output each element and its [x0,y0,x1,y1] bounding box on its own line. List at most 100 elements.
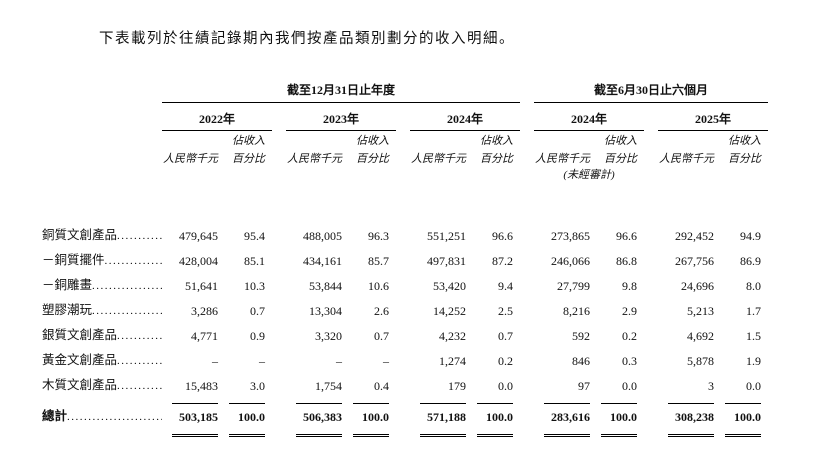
value-cell: 497,831 [427,254,466,268]
value-cell: 24,696 [681,279,714,293]
value-cell: 1.5 [746,329,761,343]
total-value-cell: 100.0 [610,410,637,424]
subheader-pct-line1: 佔收入 [604,135,637,147]
row-label: 木質文創產品..................................… [42,373,162,399]
leader-dots: ........................................… [92,280,162,292]
total-value-cell: 100.0 [238,410,265,424]
double-rule-row [42,432,768,437]
subheader-amount: 人民幣千元 [411,153,466,165]
year-header-2025: 2025年 [658,103,768,131]
subheader-pct-line1: 佔收入 [480,135,513,147]
value-cell: 4,692 [687,329,714,343]
header-body-spacer [42,184,768,224]
value-cell: 0.2 [622,329,637,343]
total-value-cell: 283,616 [551,410,590,424]
value-cell: 85.7 [368,254,389,268]
value-cell: 179 [448,379,466,393]
value-cell: 273,865 [551,229,590,243]
single-rule [658,403,720,404]
row-label: 銀質文創產品..................................… [42,323,162,349]
value-cell: 8,216 [563,304,590,318]
subheader-row-2: 人民幣千元 百分比 人民幣千元 百分比 人民幣千元 百分比 人民幣千元 百分比 … [42,152,768,167]
value-cell: 13,304 [309,304,342,318]
intro-text: 下表載列於往績記錄期內我們按產品類別劃分的收入明細。 [99,31,515,47]
value-cell: 5,213 [687,304,714,318]
leader-dots: ........................................… [104,255,162,267]
leader-dots: ........................................… [92,305,162,317]
value-cell: 10.3 [244,279,265,293]
total-label-text: 總計 [42,409,68,423]
value-cell: 428,004 [179,254,218,268]
single-rule [596,403,644,404]
value-cell: – [212,354,218,368]
subheader-amount: 人民幣千元 [163,153,218,165]
value-cell: 0.0 [746,379,761,393]
leader-dots: ........................................… [117,330,162,342]
leader-dots: ........................................… [117,380,162,392]
subheader-pct-line2: 百分比 [232,153,265,165]
row-label: 總計......................................… [42,403,162,430]
value-cell: 96.6 [492,229,513,243]
table-row-copper-ornaments: －銅質擺件...................................… [42,249,768,274]
total-value-cell: 100.0 [362,410,389,424]
year-header-2024-interim: 2024年 [534,103,644,131]
total-value-cell: 506,383 [303,410,342,424]
double-rule [410,433,472,437]
total-value-cell: 503,185 [179,410,218,424]
value-cell: 0.7 [374,329,389,343]
row-label-text: 銀質文創產品 [42,328,118,342]
row-label-text: －銅雕畫 [42,278,93,292]
value-cell: 0.7 [250,304,265,318]
single-rule [472,403,520,404]
value-cell: 246,066 [551,254,590,268]
table-row-gold-products: 黃金文創產品..................................… [42,349,768,374]
value-cell: 0.9 [250,329,265,343]
value-cell: 96.3 [368,229,389,243]
single-rule [286,403,348,404]
page: 下表載列於往績記錄期內我們按產品類別劃分的收入明細。 截至12月31日止年度 截… [42,31,768,437]
value-cell: 97 [578,379,590,393]
value-cell: 267,756 [675,254,714,268]
value-cell: 488,005 [303,229,342,243]
double-rule [348,433,396,437]
row-label-text: 木質文創產品 [42,378,118,392]
subheader-pct-line1: 佔收入 [356,135,389,147]
value-cell: 0.3 [622,354,637,368]
subheader-amount: 人民幣千元 [535,153,590,165]
single-rule [720,403,768,404]
value-cell: 2.9 [622,304,637,318]
value-cell: 846 [572,354,590,368]
value-cell: – [336,354,342,368]
row-label: 銅質文創產品..................................… [42,223,162,249]
value-cell: 0.0 [498,379,513,393]
revenue-table: 截至12月31日止年度 截至6月30日止六個月 2022年 2023年 2024… [42,81,768,437]
value-cell: 95.4 [244,229,265,243]
value-cell: 51,641 [185,279,218,293]
subheader-pct-line2: 百分比 [356,153,389,165]
total-value-cell: 308,238 [675,410,714,424]
value-cell: 3,286 [191,304,218,318]
value-cell: 94.9 [740,229,761,243]
leader-dots: ........................................… [117,355,162,367]
value-cell: 1,274 [439,354,466,368]
subheader-row-1: 佔收入 佔收入 佔收入 佔收入 佔收入 [42,134,768,149]
value-cell: – [259,354,265,368]
table-row-wood-products: 木質文創產品..................................… [42,374,768,399]
value-cell: 85.1 [244,254,265,268]
value-cell: 1.9 [746,354,761,368]
total-row: 總計......................................… [42,404,768,430]
subheader-pct-line2: 百分比 [728,153,761,165]
value-cell: 292,452 [675,229,714,243]
group-header-row: 截至12月31日止年度 截至6月30日止六個月 [42,81,768,103]
value-cell: 3 [708,379,714,393]
year-header-row: 2022年 2023年 2024年 2024年 2025年 [42,103,768,131]
year-header-2023: 2023年 [286,103,396,131]
group-header-interim: 截至6月30日止六個月 [534,81,768,103]
value-cell: 479,645 [179,229,218,243]
row-label: 塑膠潮玩....................................… [42,298,162,324]
value-cell: 27,799 [557,279,590,293]
subheader-amount: 人民幣千元 [659,153,714,165]
value-cell: 5,878 [687,354,714,368]
value-cell: 9.4 [498,279,513,293]
value-cell: 0.0 [622,379,637,393]
